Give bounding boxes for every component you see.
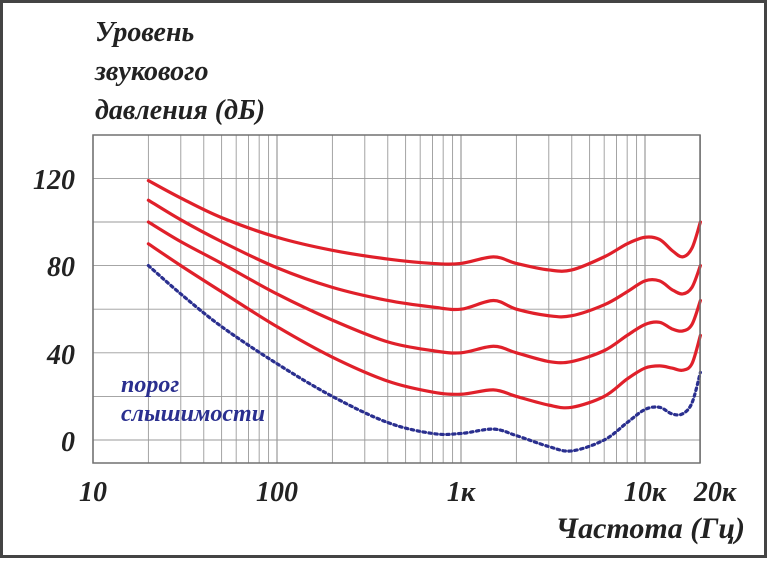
plot-border	[92, 134, 701, 464]
loudness-curve-2	[146, 198, 702, 319]
x-tick-label-1k: 1к	[447, 477, 476, 508]
plot-area	[93, 135, 700, 463]
y-tick-label-80: 80	[47, 252, 75, 283]
loudness-curve-1	[146, 178, 702, 273]
y-axis-label-line-1: Уровень	[95, 17, 194, 48]
x-tick-label-10: 10	[79, 477, 107, 508]
y-axis-label-line-2: звукового	[94, 56, 208, 87]
y-tick-label-40: 40	[46, 340, 75, 371]
y-tick-label-0: 0	[61, 427, 75, 458]
hearing-threshold-line	[146, 264, 702, 453]
x-tick-label-100: 100	[256, 477, 298, 508]
threshold-annotation-line-1: порог	[121, 372, 179, 398]
x-axis-label: Частота (Гц)	[556, 512, 745, 545]
grid	[92, 135, 701, 463]
y-axis-label-line-3: давления (дБ)	[95, 95, 265, 126]
threshold-annotation-line-2: слышимости	[121, 401, 265, 427]
y-tick-label-120: 120	[33, 165, 75, 196]
loudness-curve-4	[146, 242, 702, 410]
series-layer	[146, 178, 702, 453]
equal-loudness-chart: Уровень звукового давления (дБ) 120 80 4…	[33, 17, 745, 545]
x-tick-label-20k: 20к	[693, 477, 737, 508]
x-tick-label-10k: 10к	[624, 477, 667, 508]
loudness-curve-3	[146, 220, 702, 365]
